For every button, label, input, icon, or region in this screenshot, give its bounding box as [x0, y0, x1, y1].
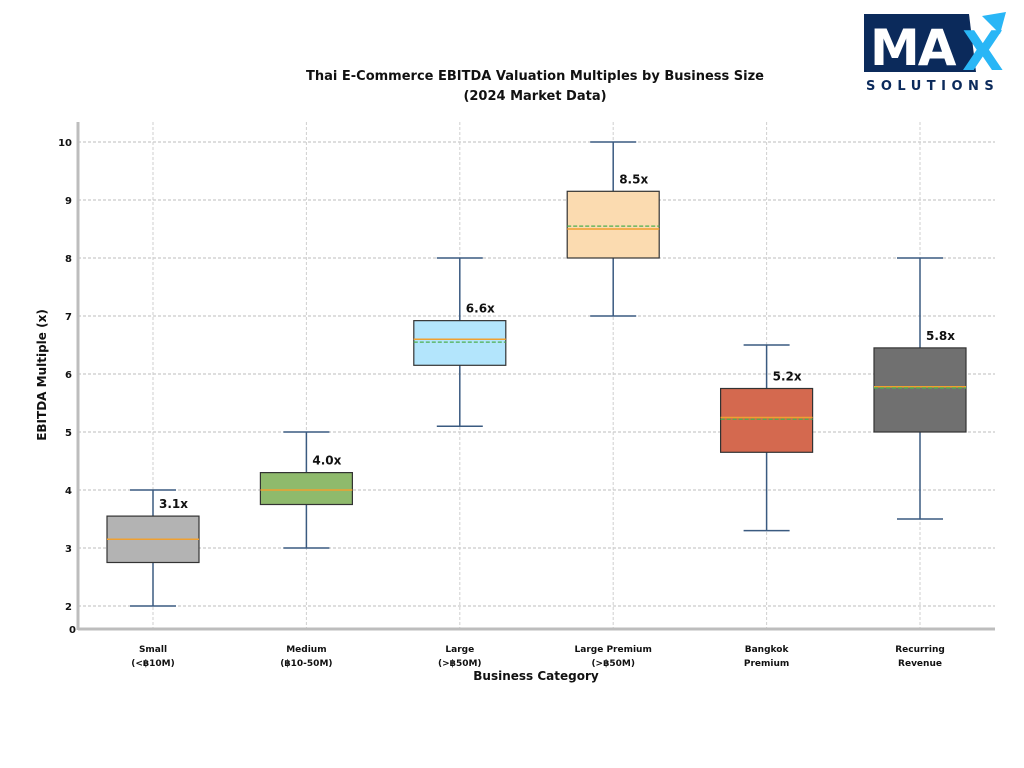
box-2: 6.6x: [413, 257, 507, 427]
logo-arrow-icon: [982, 12, 1006, 34]
x-tick-label: Revenue: [898, 659, 942, 669]
x-axis-label: Business Category: [473, 669, 599, 683]
iqr-box: [413, 320, 507, 366]
x-tick-label: (<฿10M): [131, 659, 175, 669]
box-3: 8.5x: [566, 141, 660, 317]
data-label: 4.0x: [312, 454, 341, 468]
data-label: 5.8x: [926, 329, 955, 343]
x-tick-label: (฿10-50M): [280, 659, 332, 669]
x-tick-label: (>฿50M): [591, 659, 635, 669]
box-1: 4.0x: [259, 431, 353, 549]
axes: 2 3 4 5 6 7 8 9 10 0 Small (<฿10M) Medium (฿10-50M) La…: [58, 122, 995, 669]
x-tick-label: Large: [445, 645, 474, 655]
x-tick-label: Bangkok: [745, 645, 790, 655]
logo-main-text: MA: [870, 19, 957, 77]
box-4: 5.2x: [719, 344, 814, 532]
y-tick-label: 8: [65, 254, 72, 265]
y-axis-label: EBITDA Multiple (x): [35, 309, 49, 441]
y-tick-label: 4: [65, 486, 72, 497]
iqr-box: [566, 190, 660, 259]
box-5: 5.8x: [873, 257, 967, 520]
x-tick-label: Small: [139, 645, 167, 655]
x-tick-label: Recurring: [895, 645, 945, 655]
x-tick-label: Large Premium: [575, 645, 652, 655]
logo-background: [864, 14, 976, 72]
x-tick-label: Premium: [744, 659, 789, 669]
y-tick-label: 5: [65, 428, 72, 439]
y-axis-break-label: 0: [69, 625, 76, 636]
grid: [78, 122, 995, 629]
x-tick-label: (>฿50M): [438, 659, 482, 669]
data-label: 8.5x: [619, 172, 648, 186]
box-0: 3.1x: [106, 489, 200, 607]
y-tick-label: 7: [65, 312, 72, 323]
boxes: 3.1x 4.0x 6.6x 8.5x 5.2x 5.8x: [106, 141, 967, 607]
data-label: 6.6x: [466, 302, 495, 316]
y-tick-label: 2: [65, 602, 72, 613]
y-tick-label: 9: [65, 196, 72, 207]
chart-title-line1: Thai E-Commerce EBITDA Valuation Multipl…: [306, 69, 764, 84]
iqr-box: [873, 347, 967, 433]
x-tick-label: Medium: [286, 645, 326, 655]
iqr-box: [259, 472, 353, 506]
logo-sub-text: SOLUTIONS: [866, 79, 999, 94]
y-tick-label: 10: [58, 138, 72, 149]
iqr-box: [719, 387, 814, 453]
data-label: 5.2x: [773, 370, 802, 384]
data-label: 3.1x: [159, 497, 188, 511]
chart-title-line2: (2024 Market Data): [463, 89, 606, 104]
y-tick-label: 6: [65, 370, 72, 381]
y-tick-label: 3: [65, 544, 72, 555]
max-solutions-logo: MA X SOLUTIONS: [864, 12, 1014, 94]
